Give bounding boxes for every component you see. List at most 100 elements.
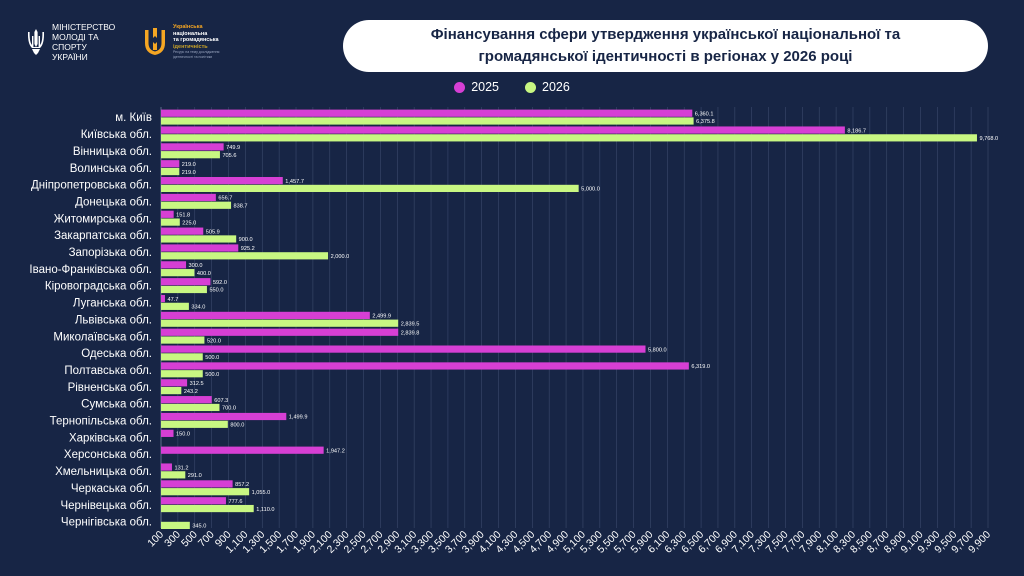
data-label-2025: 607.3	[214, 398, 228, 404]
data-label-2026: 2,839.5	[401, 321, 420, 327]
bar-2025	[161, 109, 693, 117]
bar-2026	[161, 403, 220, 412]
category-label: Черкаська обл.	[71, 483, 152, 495]
bar-2025	[161, 497, 226, 505]
data-label-2026: 243.2	[184, 389, 198, 395]
ministry-line-1: Міністерство	[52, 22, 116, 32]
bar-2025	[161, 143, 224, 151]
category-label: Луганська обл.	[73, 298, 152, 310]
bar-2025	[161, 160, 180, 168]
data-label-2026: 5,000.0	[581, 187, 600, 193]
data-label-2026: 700.0	[222, 406, 236, 412]
category-label: Житомирська обл.	[54, 213, 152, 225]
bar-2025	[161, 480, 233, 488]
legend-label-2025: 2025	[471, 80, 499, 94]
bar-2026	[161, 387, 182, 395]
data-label-2025: 592.0	[213, 280, 227, 286]
brand-logo: Українська національна та громадянська і…	[142, 24, 235, 60]
data-label-2026: 345.0	[192, 524, 206, 530]
chart-title-line-2: громадянської ідентичності в регіонах у …	[478, 48, 853, 65]
data-label-2025: 925.2	[241, 246, 255, 252]
data-label-2025: 2,839.8	[401, 330, 420, 336]
legend-item-2025[interactable]: 2025	[454, 80, 499, 94]
header-logos: Міністерство молоді та спорту України Ук…	[26, 22, 235, 62]
data-label-2026: 520.0	[207, 338, 221, 344]
bar-2025	[161, 278, 211, 286]
bar-2026	[161, 201, 232, 209]
brand-line-4: ідентичність	[173, 43, 208, 50]
bar-2025	[161, 311, 370, 319]
data-label-2025: 857.2	[235, 482, 249, 488]
bar-2025	[161, 227, 204, 235]
bar-2026	[161, 504, 254, 513]
bar-2025	[161, 193, 216, 202]
bar-2026	[161, 134, 977, 142]
data-label-2025: 300.0	[189, 263, 203, 269]
legend-swatch-2025	[454, 81, 466, 93]
legend-item-2026[interactable]: 2026	[525, 80, 570, 94]
data-label-2025: 777.6	[228, 499, 242, 505]
bar-2025	[161, 463, 172, 471]
brand-line-2: національна	[173, 30, 208, 37]
bar-2026	[161, 285, 207, 294]
bar-2025	[161, 210, 174, 218]
trident-icon	[27, 29, 45, 55]
category-label: Івано-Франківська обл.	[29, 264, 152, 276]
bar-2026	[161, 353, 203, 361]
bar-2026	[161, 521, 190, 529]
bar-2026	[161, 184, 579, 192]
ministry-logo: Міністерство молоді та спорту України	[26, 22, 124, 62]
data-label-2025: 656.7	[218, 196, 232, 202]
data-label-2025: 150.0	[176, 432, 190, 438]
bar-2026	[161, 319, 399, 327]
bar-2025	[161, 379, 188, 387]
data-label-2025: 1,499.9	[289, 415, 308, 421]
bar-2026	[161, 420, 228, 428]
category-label: Херсонська обл.	[64, 449, 152, 461]
category-label: Кіровоградська обл.	[45, 281, 152, 293]
brand-emblem-icon	[145, 28, 165, 55]
data-label-2025: 131.2	[174, 465, 188, 471]
bar-2026	[161, 471, 186, 479]
data-label-2025: 1,457.7	[285, 179, 304, 185]
category-label: Хмельницька обл.	[55, 466, 152, 478]
bar-2026	[161, 151, 220, 159]
bar-2025	[161, 126, 845, 134]
data-label-2025: 8,186.7	[847, 128, 866, 134]
data-label-2026: 334.0	[191, 305, 205, 311]
brand-line-3: та громадянська	[173, 37, 219, 43]
bar-2026	[161, 167, 180, 176]
category-label: м. Київ	[115, 112, 152, 124]
data-label-2026: 550.0	[209, 288, 223, 294]
bar-2025	[161, 412, 287, 421]
chart-legend: 2025 2026	[0, 80, 1024, 94]
bar-2025	[161, 396, 212, 404]
bar-2025	[161, 345, 646, 353]
data-label-2026: 800.0	[230, 423, 244, 429]
bar-2026	[161, 488, 250, 496]
data-label-2026: 1,110.0	[256, 507, 274, 513]
ministry-line-3: України	[52, 52, 88, 62]
bar-2026	[161, 302, 189, 310]
category-label: Рівненська обл.	[68, 382, 152, 394]
category-label: Запорізька обл.	[69, 247, 152, 259]
data-label-2026: 400.0	[197, 271, 211, 277]
data-label-2025: 749.9	[226, 145, 240, 151]
data-label-2026: 2,000.0	[331, 254, 350, 260]
bar-2026	[161, 252, 329, 260]
bar-2026	[161, 235, 237, 243]
bar-2025	[161, 261, 187, 269]
data-label-2026: 838.7	[234, 203, 248, 209]
category-label: Дніпропетровська обл.	[31, 180, 152, 192]
data-label-2026: 219.0	[182, 170, 196, 176]
data-label-2025: 5,800.0	[648, 347, 667, 353]
data-label-2025: 6,360.1	[695, 111, 714, 117]
legend-swatch-2026	[525, 81, 536, 93]
bar-2026	[161, 269, 195, 277]
bar-2026	[161, 218, 180, 226]
data-label-2026: 500.0	[205, 355, 219, 361]
data-label-2026: 9,768.0	[979, 136, 998, 142]
data-label-2025: 1,947.2	[326, 448, 345, 454]
bar-2025	[161, 294, 165, 303]
bar-2026	[161, 370, 203, 378]
